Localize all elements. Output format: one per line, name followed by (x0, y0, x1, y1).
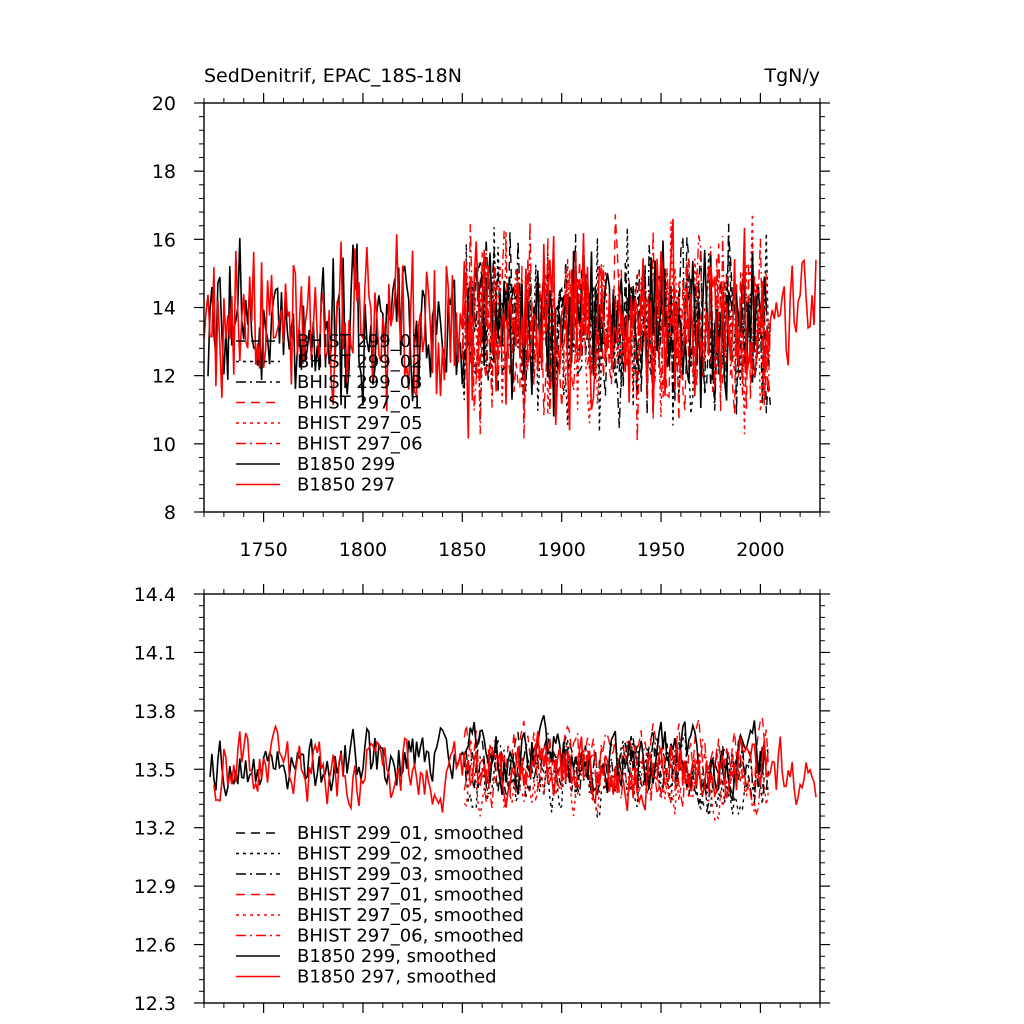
x-tick-label: 1750 (239, 539, 287, 561)
legend-label: BHIST 297_01 (297, 393, 423, 414)
legend-label: BHIST 297_05, smoothed (297, 905, 524, 926)
y-tick-label: 12.9 (134, 876, 176, 898)
y-tick-label: 14.1 (134, 642, 176, 664)
legend-label: BHIST 299_02 (297, 352, 423, 373)
y-tick-label: 13.5 (134, 759, 176, 781)
panel-raw: 1750 1800 1850 1900 1950 2000 8 10 12 14 16 18 20 Sed… (152, 65, 830, 561)
legend-label: BHIST 299_03, smoothed (297, 864, 524, 885)
y-tick-label: 14 (152, 298, 176, 320)
units-label: TgN/y (763, 65, 820, 87)
y-tick-label: 14.4 (134, 584, 176, 606)
x-tick-label: 1900 (537, 539, 585, 561)
legend-label: BHIST 297_06 (297, 434, 423, 455)
y-tick-label: 12.6 (134, 935, 176, 957)
legend-label: BHIST 297_01, smoothed (297, 885, 524, 906)
plot-frame (203, 593, 821, 1004)
series-line-b1850-297-smoothed (213, 723, 817, 813)
legend-label: BHIST 297_05 (297, 413, 423, 434)
y-tick-label: 13.8 (134, 701, 176, 723)
y-tick-label: 18 (152, 161, 176, 183)
y-tick-label: 16 (152, 229, 176, 251)
legend-label: B1850 299, smoothed (297, 946, 497, 967)
y-tick-label: 10 (152, 434, 176, 456)
series-group (209, 714, 817, 822)
y-tick-label: 12 (152, 366, 176, 388)
x-tick-label: 2000 (736, 539, 784, 561)
x-tick-label: 1950 (637, 539, 685, 561)
chart-title: SedDenitrif, EPAC_18S-18N (204, 65, 462, 87)
y-tick-label: 12.3 (134, 993, 176, 1015)
legend-label: BHIST 299_03 (297, 372, 423, 393)
legend-label: BHIST 299_01 (297, 331, 423, 352)
x-tick-label: 1800 (339, 539, 387, 561)
series-line-bhist-297-01 (461, 214, 771, 440)
legend-label: BHIST 297_06, smoothed (297, 926, 524, 947)
series-group (204, 213, 817, 442)
legend-label: B1850 297, smoothed (297, 967, 497, 988)
series-line-b1850-297 (204, 218, 817, 439)
legend-label: B1850 297 (297, 475, 395, 496)
panel-smoothed: 12.3 12.6 12.9 13.2 13.5 13.8 14.1 14.4 BHIST 29… (134, 584, 830, 1015)
legend-label: B1850 299 (297, 454, 395, 475)
x-tick-label: 1850 (438, 539, 486, 561)
legend-label: BHIST 299_02, smoothed (297, 844, 524, 865)
legend-label: BHIST 299_01, smoothed (297, 823, 524, 844)
series-line-b1850-299-smoothed (209, 715, 766, 801)
y-tick-label: 20 (152, 93, 176, 115)
series-line-bhist-299-02-smoothed (463, 733, 769, 819)
y-tick-label: 8 (164, 502, 176, 524)
y-tick-label: 13.2 (134, 818, 176, 840)
